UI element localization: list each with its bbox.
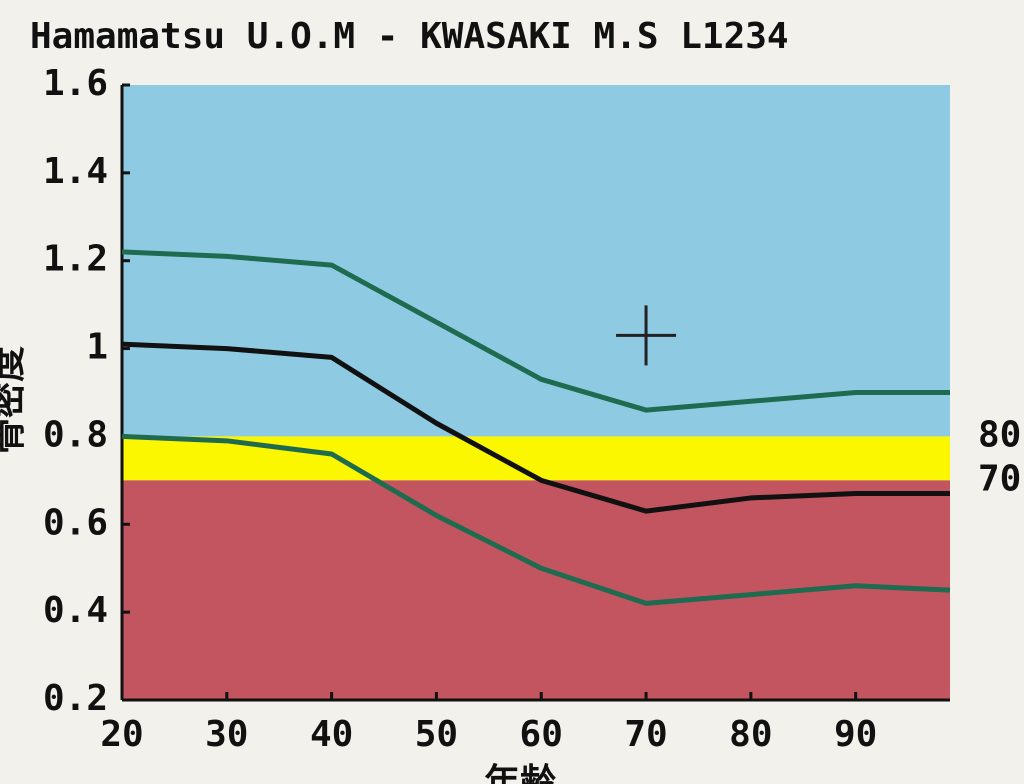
y-axis-label: 骨密度 [0, 346, 29, 454]
band [122, 85, 950, 437]
band-label: 70 [978, 458, 1021, 499]
y-tick-label: 1 [86, 327, 108, 368]
series-line [121, 341, 950, 514]
x-tick-label: 30 [205, 714, 248, 755]
y-tick-label: 0.6 [43, 502, 108, 543]
measurement-marker [616, 305, 677, 366]
x-tick-label: 70 [624, 714, 667, 755]
y-tick-label: 1.6 [43, 63, 108, 104]
x-tick-label: 80 [729, 714, 772, 755]
chart-title: Hamamatsu U.O.M - KWASAKI M.S L1234 [30, 16, 789, 57]
band-label: 80 [978, 414, 1021, 455]
y-tick-label: 0.2 [43, 678, 108, 719]
series-line [121, 249, 950, 413]
x-tick-label: 40 [310, 714, 353, 755]
series-line [121, 433, 951, 606]
x-tick-label: 60 [520, 714, 563, 755]
x-axis-label: 年齢 [484, 762, 556, 784]
y-tick-label: 1.2 [43, 239, 108, 280]
x-tick-label: 20 [100, 714, 143, 755]
x-tick-label: 90 [834, 714, 877, 755]
y-tick-label: 1.4 [43, 151, 108, 192]
y-tick-label: 0.8 [43, 414, 108, 455]
y-tick-label: 0.4 [43, 590, 108, 631]
x-tick-label: 50 [415, 714, 458, 755]
